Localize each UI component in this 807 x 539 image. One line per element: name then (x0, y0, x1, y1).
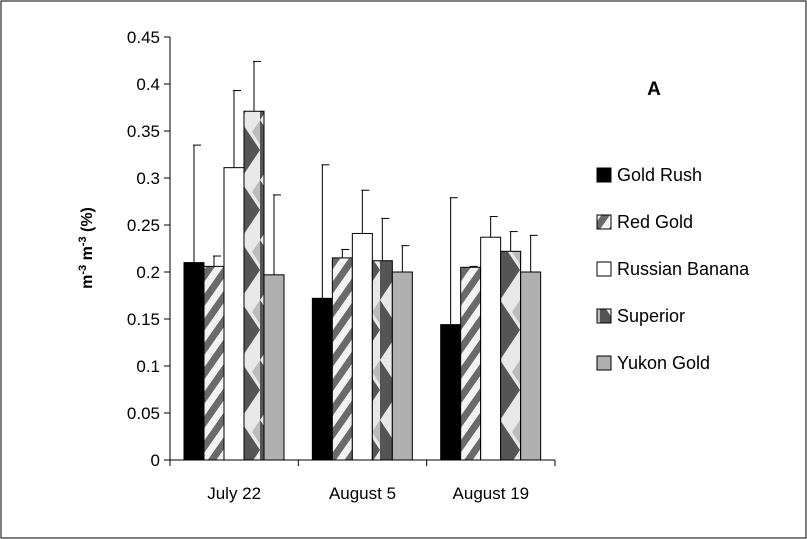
bar-russian-banana (480, 236, 502, 461)
y-axis-label-sup1: -3 (77, 265, 89, 275)
legend-entry: Gold Rush (617, 165, 702, 185)
bar-russian-banana (223, 167, 245, 461)
y-tick-label: 0.05 (127, 404, 160, 423)
y-tick-label: 0.2 (136, 263, 160, 282)
y-tick-label: 0.3 (136, 169, 160, 188)
bar-gold-rush (311, 297, 333, 461)
bar-yukon-gold (520, 271, 542, 461)
bar-russian-banana (351, 232, 373, 461)
bar-red-gold (203, 265, 225, 461)
legend-swatch (596, 214, 612, 230)
y-axis-label-mid: m (79, 246, 96, 265)
y-tick-label: 0.4 (136, 75, 160, 94)
legend-entry: Yukon Gold (617, 353, 710, 373)
y-tick-labels: 0 0.05 0.1 0.15 0.2 0.25 0.3 0.35 0.4 0.45 (127, 28, 160, 470)
legend-swatch (596, 167, 612, 183)
bar-yukon-gold (263, 274, 285, 461)
legend-swatch (596, 308, 612, 324)
bar-superior (371, 260, 393, 461)
bar-red-gold (331, 257, 353, 461)
y-axis-label-main: m (79, 275, 96, 289)
legend-swatch (596, 355, 612, 371)
y-tick-label: 0.15 (127, 310, 160, 329)
y-tick-label: 0.45 (127, 28, 160, 47)
bar-gold-rush (440, 324, 462, 461)
bar-red-gold (460, 266, 482, 461)
y-tick-label: 0 (151, 451, 160, 470)
x-tick-labels: July 22 August 5 August 19 (207, 484, 529, 503)
y-axis-label-tail: (%) (79, 207, 96, 236)
y-tick-label: 0.35 (127, 122, 160, 141)
x-tick-label: July 22 (207, 484, 261, 503)
panel-label: A (647, 79, 661, 100)
bar-superior (500, 250, 522, 461)
legend-swatch (596, 261, 612, 277)
y-axis-label: m-3 m-3 (%) (77, 207, 96, 289)
y-tick-label: 0.1 (136, 357, 160, 376)
legend: Gold Rush Red Gold Russian Banana Superior Y… (596, 165, 750, 373)
error-bars (193, 60, 538, 325)
legend-entry: Superior (617, 306, 685, 326)
y-tick-label: 0.25 (127, 216, 160, 235)
bar-superior (243, 110, 265, 461)
legend-entry: Red Gold (617, 212, 693, 232)
x-tick-label: August 19 (453, 484, 530, 503)
y-axis-label-sup2: -3 (77, 236, 89, 246)
legend-entry: Russian Banana (617, 259, 750, 279)
x-tick-label: August 5 (329, 484, 396, 503)
bar-yukon-gold (391, 271, 413, 461)
bar-gold-rush (183, 262, 205, 461)
